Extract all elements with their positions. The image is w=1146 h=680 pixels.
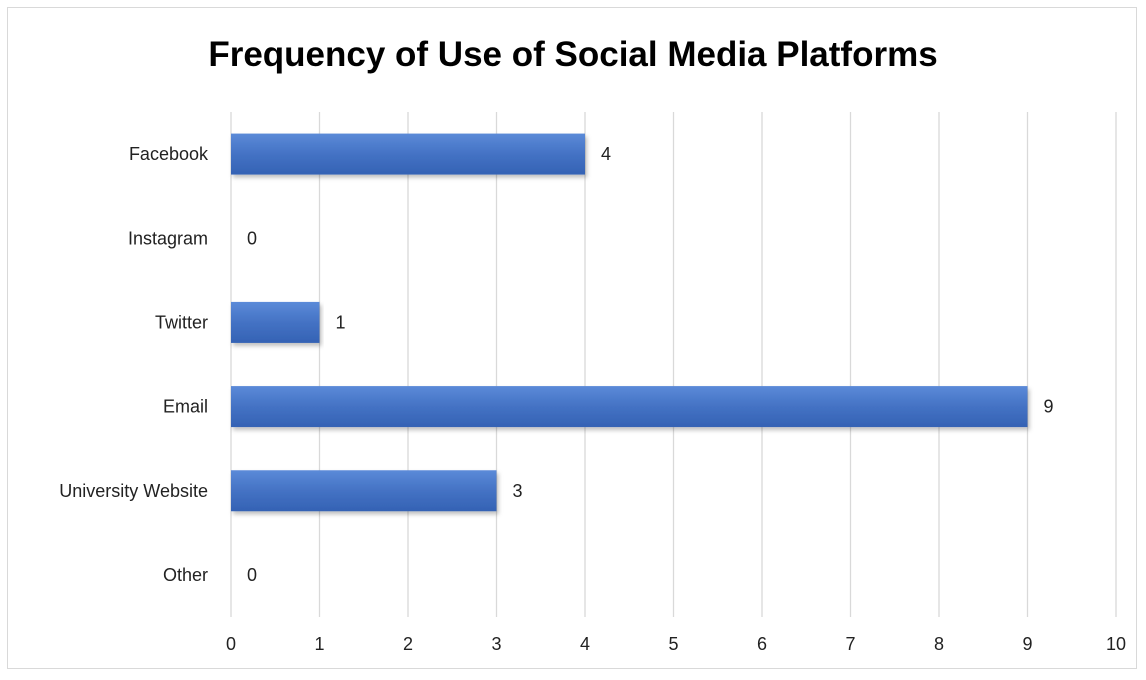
data-label: 3 (513, 481, 523, 501)
category-label: Instagram (128, 228, 208, 248)
x-tick-label: 4 (580, 634, 590, 654)
x-tick-label: 8 (934, 634, 944, 654)
x-tick-label: 9 (1022, 634, 1032, 654)
bar-twitter (231, 301, 320, 343)
data-label: 1 (336, 312, 346, 332)
bar-facebook (231, 133, 585, 175)
bar-university-website (231, 470, 497, 512)
category-label: Email (163, 397, 208, 417)
gridlines (230, 112, 1117, 617)
chart-frame (7, 7, 1137, 669)
bars (231, 133, 1028, 512)
category-label: Facebook (129, 144, 209, 164)
category-label: University Website (59, 481, 208, 501)
data-label: 9 (1044, 397, 1054, 417)
x-tick-label: 10 (1106, 634, 1126, 654)
category-label: Twitter (155, 312, 208, 332)
x-tick-label: 0 (226, 634, 236, 654)
data-label: 4 (601, 144, 611, 164)
labels: 0 1 2 3 4 5 6 7 8 9 10 Facebook 4 Instagram 0 Twitter 1 E… (59, 144, 1126, 654)
chart-title: Frequency of Use of Social Media Platfor… (208, 35, 937, 74)
x-tick-label: 1 (314, 634, 324, 654)
data-label: 0 (247, 228, 257, 248)
bar-email (231, 386, 1028, 428)
data-label: 0 (247, 565, 257, 585)
x-tick-label: 3 (491, 634, 501, 654)
x-tick-label: 6 (757, 634, 767, 654)
x-tick-label: 5 (668, 634, 678, 654)
category-label: Other (163, 565, 208, 585)
x-tick-label: 2 (403, 634, 413, 654)
x-tick-label: 7 (845, 634, 855, 654)
